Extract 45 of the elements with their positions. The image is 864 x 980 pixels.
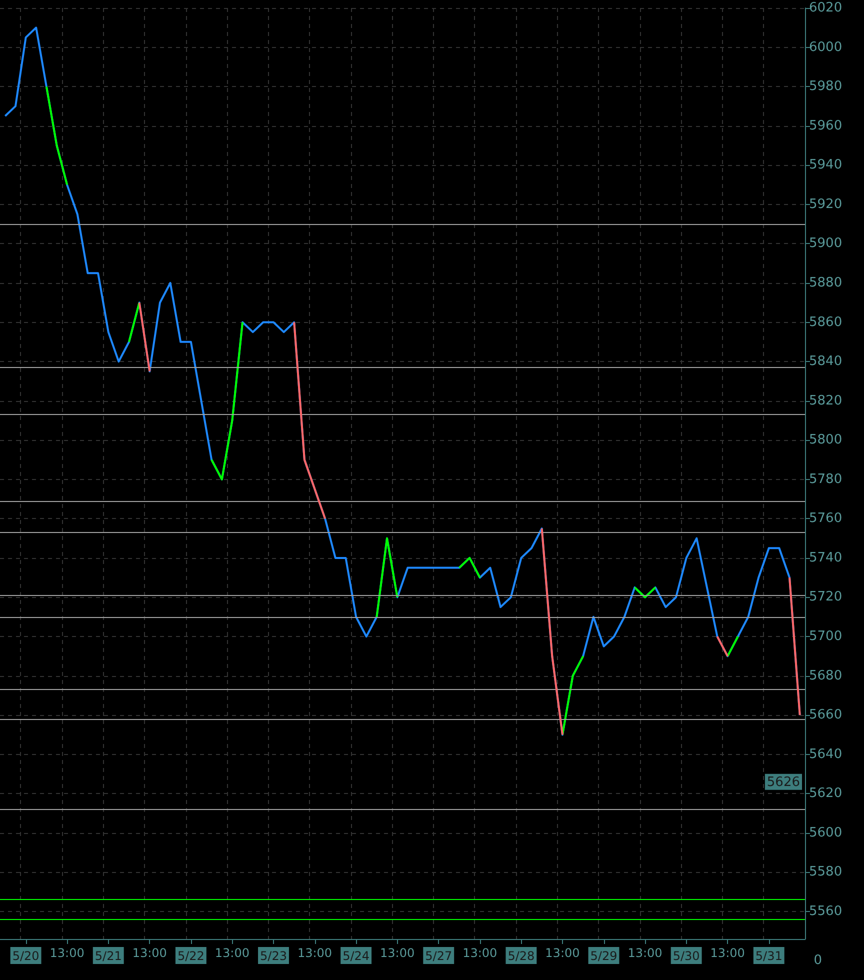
x-tick-label: 13:00	[710, 946, 745, 960]
y-tick-label: 5680	[809, 668, 842, 684]
y-tick-label: 5880	[809, 275, 842, 290]
x-tick-label: 5/22	[177, 949, 204, 963]
y-tick-label: 5740	[809, 550, 842, 566]
x-tick-label: 13:00	[214, 946, 250, 960]
y-tick-label: 6000	[809, 40, 842, 55]
x-tick-label: 13:00	[462, 946, 498, 960]
annotation: 5626	[766, 774, 800, 790]
y-tick-label: 5940	[809, 158, 842, 173]
x-tick-label: 5/28	[508, 949, 535, 963]
y-tick-label: 5640	[809, 746, 842, 762]
y-tick-label: 5920	[809, 196, 842, 212]
y-tick-label: 5820	[809, 393, 842, 408]
x-tick-label: 5/30	[672, 949, 700, 963]
x-tick-label: 13:00	[297, 946, 332, 960]
y-tick-label: 5720	[809, 590, 842, 605]
y-tick-label: 5700	[809, 629, 842, 644]
x-tick-label: 5/31	[755, 949, 782, 963]
x-tick-label: 13:00	[545, 946, 580, 960]
x-tick-label: 5/29	[590, 949, 618, 963]
x-tick-label: 13:00	[132, 946, 167, 960]
y-tick-label: 5600	[809, 825, 842, 840]
x-tick-label: 5/23	[260, 949, 287, 963]
y-tick-label: 5620	[809, 786, 842, 802]
y-tick-label: 5960	[809, 118, 842, 134]
y-tick-label: 5560	[809, 904, 842, 919]
x-tick-label: 13:00	[628, 946, 662, 960]
y-tick-label: 5840	[809, 354, 842, 370]
y-tick-label: 5860	[809, 314, 842, 330]
y-tick-label: 5580	[809, 864, 842, 880]
x-tick-label: 13:00	[380, 946, 415, 960]
y-tick-label: 5900	[809, 236, 842, 252]
x-tick-label: 5/24	[342, 949, 370, 963]
y-tick-label: 5980	[809, 79, 842, 94]
y-tick-label: 5780	[809, 472, 842, 487]
x-tick-label: 5/21	[94, 949, 122, 963]
y-tick-label: 5660	[809, 708, 842, 723]
x-tick-label: 13:00	[50, 946, 84, 960]
text: 0	[814, 953, 822, 968]
x-tick-label: 5/20	[12, 949, 40, 963]
y-tick-label: 6020	[809, 0, 842, 16]
x-tick-label: 5/27	[425, 949, 452, 963]
y-tick-label: 5760	[809, 511, 842, 526]
y-tick-label: 5800	[809, 432, 842, 448]
